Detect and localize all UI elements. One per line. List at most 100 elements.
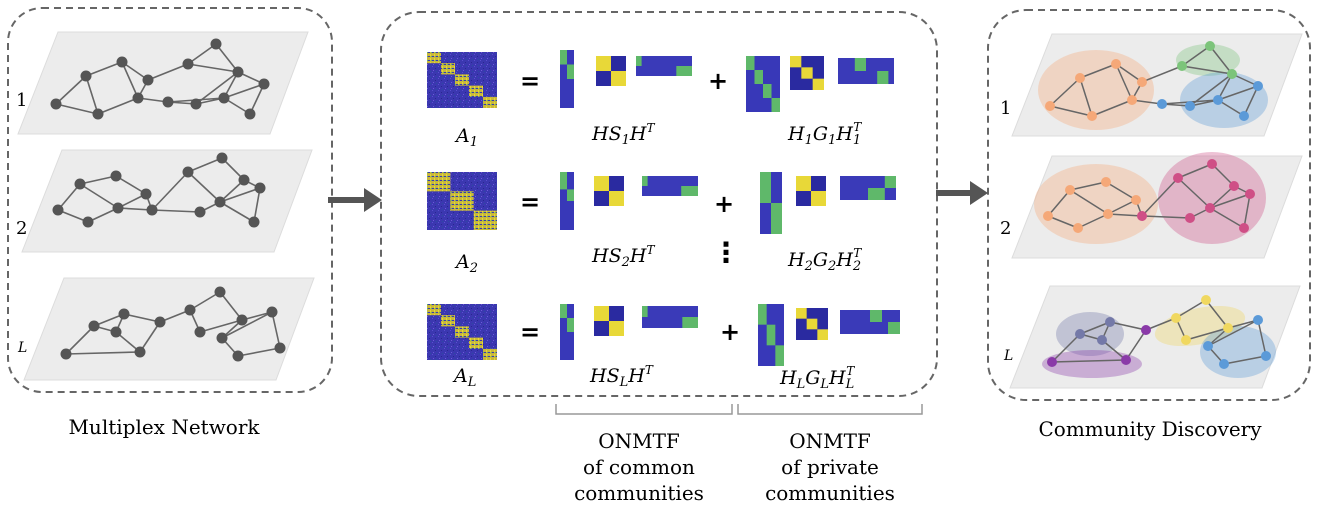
common-label-2: HS2HT — [591, 243, 655, 270]
network-node — [238, 174, 250, 186]
network-edge — [271, 311, 281, 349]
matrix-A1 — [427, 52, 497, 108]
network-edge — [123, 313, 161, 323]
matrix-block — [594, 306, 609, 321]
community-node — [1245, 189, 1255, 199]
network-node — [92, 108, 104, 120]
community-edge — [1131, 99, 1163, 105]
layer-plane-L — [23, 277, 315, 381]
community-node — [1097, 335, 1107, 345]
community-node — [1075, 329, 1085, 339]
community-node — [1043, 211, 1053, 221]
community-edge — [1079, 63, 1117, 79]
network-edge — [237, 347, 281, 357]
network-node — [88, 320, 100, 332]
community-edge — [1257, 319, 1267, 357]
network-node — [216, 332, 228, 344]
community-node — [1105, 317, 1115, 327]
network-edge — [187, 171, 221, 203]
community-edge — [1207, 319, 1259, 347]
right-panel-frame — [987, 9, 1311, 401]
network-node — [52, 204, 64, 216]
community-node — [1213, 95, 1223, 105]
left-panel-frame — [7, 7, 333, 393]
matrix-block — [636, 56, 642, 66]
network-node — [248, 216, 260, 228]
network-node — [134, 346, 146, 358]
matrix-block — [596, 56, 611, 71]
network-node — [194, 326, 206, 338]
plus-sign-3: + — [720, 318, 740, 346]
matrix-block — [567, 318, 574, 332]
community-edge — [1141, 215, 1191, 219]
middle-panel-frame — [380, 11, 938, 397]
matrix-block — [427, 304, 441, 316]
matrix-H1T — [838, 58, 894, 84]
matrix-block — [469, 85, 483, 97]
community-node — [1223, 323, 1233, 333]
community-edge — [1115, 63, 1133, 101]
matrix-block — [811, 191, 826, 206]
network-node — [146, 204, 158, 216]
community-edge — [1107, 213, 1143, 217]
matrix-block — [455, 74, 469, 86]
community-node — [1137, 211, 1147, 221]
matrix-block — [681, 186, 698, 196]
network-edge — [117, 207, 153, 211]
matrix-block — [771, 98, 780, 112]
community-edge — [1209, 185, 1235, 209]
matrix-block — [812, 78, 824, 90]
matrix-block — [877, 71, 889, 84]
network-node — [118, 308, 130, 320]
matrix-H-3 — [560, 304, 574, 360]
community-edge — [1051, 333, 1081, 363]
matrix-H1 — [746, 56, 780, 112]
matrix-block — [441, 63, 455, 75]
matrix-block — [868, 188, 885, 200]
network-edge — [87, 207, 119, 223]
network-edge — [65, 325, 95, 355]
network-node — [244, 108, 256, 120]
network-node — [216, 152, 228, 164]
matrix-H-2 — [560, 172, 574, 230]
matrix-block — [427, 172, 451, 192]
community-region — [1042, 350, 1142, 378]
network-node — [214, 196, 226, 208]
network-node — [112, 202, 124, 214]
matrix-block — [567, 64, 574, 79]
private-bracket-line-2: of private — [781, 455, 879, 479]
community-edge — [1189, 73, 1233, 107]
matrix-HT-2 — [642, 176, 698, 196]
network-node — [218, 92, 230, 104]
community-edge — [1209, 193, 1251, 209]
community-node — [1103, 209, 1113, 219]
community-node — [1087, 111, 1097, 121]
matrix-block — [854, 58, 866, 71]
network-edge — [219, 201, 255, 223]
network-edge — [151, 209, 201, 213]
community-node — [1173, 173, 1183, 183]
matrix-block — [870, 310, 882, 322]
community-edge — [1243, 193, 1251, 229]
common-label-1: HS1HT — [591, 121, 655, 148]
operators: = + = + ⋮ = + — [520, 67, 740, 346]
arrow-middle-to-right — [936, 181, 988, 205]
community-edge — [1051, 359, 1127, 363]
community-edge — [1217, 85, 1259, 101]
community-edge — [1211, 163, 1235, 187]
matrix-GL — [796, 308, 828, 340]
community-edge — [1101, 339, 1127, 361]
matrix-block — [560, 172, 567, 190]
community-node — [1065, 185, 1075, 195]
community-node — [1131, 195, 1141, 205]
matrix-block — [441, 315, 455, 327]
equals-sign-1: = — [520, 67, 540, 95]
matrix-block — [758, 304, 767, 325]
matrix-H-1 — [560, 50, 574, 108]
matrix-block — [760, 172, 771, 203]
network-node — [110, 170, 122, 182]
community-node — [1239, 111, 1249, 121]
common-bracket-line-1: ONMTF — [598, 429, 680, 453]
network-node — [194, 206, 206, 218]
